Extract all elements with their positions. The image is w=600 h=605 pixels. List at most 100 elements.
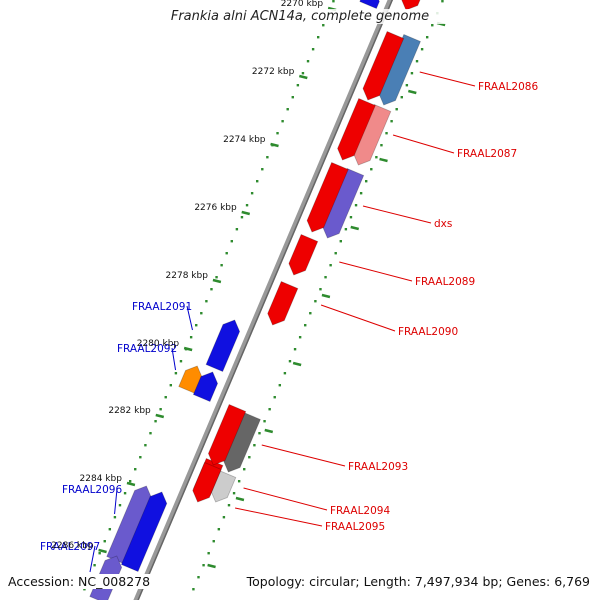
gene-fraal2092 xyxy=(178,365,203,395)
ruler-dot xyxy=(108,528,112,531)
ruler-tick-mark-outer xyxy=(321,293,331,299)
ruler-dot xyxy=(227,504,231,507)
leader-fraal2095 xyxy=(234,507,323,527)
ruler-tick-label: 2276 kbp xyxy=(194,203,237,213)
gene-unlabeled xyxy=(207,403,247,466)
ruler-tick-mark-outer xyxy=(408,89,417,95)
ruler-dot xyxy=(230,240,233,243)
gene-fraal2089 xyxy=(288,233,319,276)
ruler-dot xyxy=(266,156,269,159)
ruler-tick-label: 2270 kbp xyxy=(281,0,324,9)
ruler-dot xyxy=(232,492,236,495)
ruler-dot xyxy=(258,432,261,435)
ruler-dot xyxy=(288,360,292,363)
ruler-dot xyxy=(248,456,251,459)
gene-unlabeled xyxy=(192,371,219,403)
ruler-dot xyxy=(319,288,322,291)
ruler-dot xyxy=(311,48,315,51)
gene-label-fraal2096: FRAAL2096 xyxy=(62,484,122,496)
ruler-dot xyxy=(329,264,332,267)
ruler-dot xyxy=(195,324,198,327)
ruler-dot xyxy=(370,168,373,171)
genome-info-text: Topology: circular; Length: 7,497,934 bp… xyxy=(246,574,590,589)
ruler-dot xyxy=(98,552,101,555)
ruler-dot xyxy=(256,180,259,183)
ruler-tick-mark xyxy=(212,278,222,284)
ruler-dot xyxy=(365,180,368,183)
ruler-dot xyxy=(93,564,96,567)
leader-fraal2086 xyxy=(419,71,476,87)
ruler-dot xyxy=(410,72,414,75)
ruler-dot xyxy=(144,444,147,447)
leader-dxs xyxy=(362,205,432,224)
ruler-dot xyxy=(359,192,363,195)
ruler-dot xyxy=(237,480,241,483)
ruler-dot xyxy=(420,48,424,51)
gene-label-fraal2090: FRAAL2090 xyxy=(398,326,458,338)
ruler-dot xyxy=(349,216,353,219)
ruler-dot xyxy=(339,240,342,243)
ruler-ticks: 2270 kbp 2272 kbp 2274 kbp 2276 kbp 2278 kbp… xyxy=(51,0,446,569)
ruler-tick-mark xyxy=(241,210,251,216)
ruler-dot xyxy=(83,588,86,591)
leader-fraal2087 xyxy=(392,134,455,154)
ruler-dot xyxy=(395,108,398,111)
leader-fraal2093 xyxy=(261,444,346,467)
ruler-dot xyxy=(385,132,388,135)
ruler-dot xyxy=(159,408,162,411)
ruler-dot xyxy=(202,564,205,567)
ruler-tick-mark xyxy=(183,346,193,352)
ruler-dot xyxy=(205,300,208,303)
gene-label-fraal2093: FRAAL2093 xyxy=(348,461,408,473)
ruler-dot xyxy=(134,468,137,471)
gene-label-fraal2087: FRAAL2087 xyxy=(457,148,517,160)
ruler-dot xyxy=(222,516,226,519)
ruler-dot xyxy=(139,456,142,459)
ruler-dot xyxy=(240,216,244,219)
gene-label-dxs: dxs xyxy=(434,218,452,230)
ruler-dot xyxy=(405,84,409,87)
ruler-tick-mark-outer xyxy=(379,157,388,163)
ruler-dot xyxy=(200,312,203,315)
ruler-dot xyxy=(263,420,266,423)
ruler-tick-mark xyxy=(98,548,107,554)
ruler-tick-label: 2274 kbp xyxy=(223,135,266,145)
ruler-dot xyxy=(441,0,444,3)
gene-label-fraal2097: FRAAL2097 xyxy=(40,541,100,553)
ruler-dot xyxy=(268,408,271,411)
ruler-dot xyxy=(400,96,403,99)
ruler-dot xyxy=(316,36,320,39)
gene-label-fraal2086: FRAAL2086 xyxy=(478,81,538,93)
ruler-dot xyxy=(243,468,246,471)
ruler-dot xyxy=(113,516,117,519)
ruler-tick-mark-outer xyxy=(350,225,360,231)
ruler-dot xyxy=(283,372,287,375)
ruler-dot xyxy=(210,288,213,291)
ruler-dot xyxy=(324,276,327,279)
leader-fraal2090 xyxy=(320,304,396,332)
gene-fraal2090 xyxy=(267,280,299,326)
ruler-tick-label: 2278 kbp xyxy=(166,271,209,281)
ruler-dot xyxy=(179,360,183,363)
leader-fraal2096 xyxy=(114,488,118,515)
gene-unlabeled xyxy=(362,30,405,101)
gene-labels: FRAAL2086 FRAAL2087 dxs FRAAL2089 FRAAL2090 F… xyxy=(40,81,538,553)
ruler-dot xyxy=(293,348,297,351)
leader-fraal2092 xyxy=(171,347,177,371)
ruler-tick-label: 2280 kbp xyxy=(137,339,180,349)
ruler-tick-mark xyxy=(155,413,165,419)
ruler-dot xyxy=(250,192,254,195)
ruler-dot xyxy=(298,336,302,339)
ruler-dot xyxy=(281,120,284,123)
ruler-dot xyxy=(174,372,178,375)
ruler-dot xyxy=(314,300,317,303)
ruler-dot xyxy=(103,540,106,543)
ruler-dot xyxy=(273,396,276,399)
ruler-dot xyxy=(245,204,249,207)
leader-fraal2094 xyxy=(243,487,328,511)
ruler-dot xyxy=(169,384,173,387)
ruler-tick-mark-outer xyxy=(207,563,216,569)
gene-unlabeled xyxy=(120,491,168,573)
ruler-dot xyxy=(286,108,289,111)
ruler-dot xyxy=(235,228,239,231)
